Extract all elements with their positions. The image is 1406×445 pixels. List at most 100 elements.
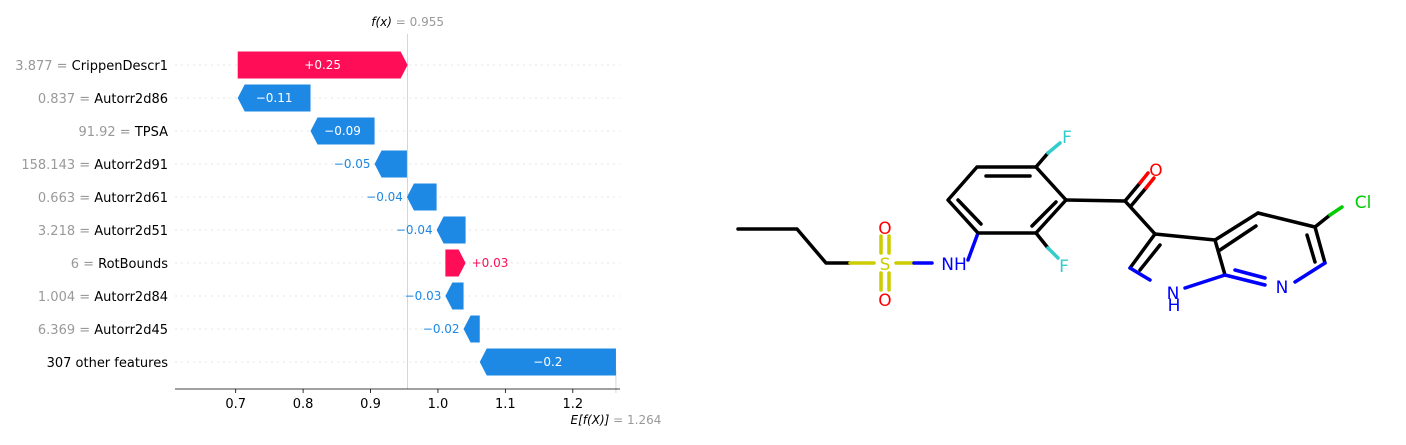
molecule-atoms: F F O O O S NH N H N Cl bbox=[878, 128, 1371, 316]
bar-value-label: −0.09 bbox=[324, 124, 361, 138]
feature-value: 3.877 = bbox=[15, 59, 71, 74]
waterfall-svg: +0.25 3.877 = CrippenDescr1 −0.11 0.837 = A… bbox=[15, 15, 662, 427]
carbonyl-pyrrole-bond bbox=[1123, 199, 1157, 236]
propyl-chain-bond bbox=[736, 227, 852, 265]
carbonyl-co-a bbox=[1123, 181, 1142, 203]
molecule-structure: F F O O O S NH N H N Cl bbox=[700, 0, 1406, 441]
x-tick-label: 1.0 bbox=[428, 397, 449, 412]
carbonyl-co-a-o bbox=[1138, 171, 1150, 185]
feature-value: 0.663 = bbox=[38, 191, 94, 206]
atom-f-top: F bbox=[1062, 128, 1072, 148]
waterfall-bar bbox=[310, 117, 375, 145]
pyrrole-n-c7a bbox=[1183, 273, 1227, 290]
feature-value: 6 = bbox=[71, 257, 98, 272]
atom-n-pyrrole: N bbox=[1167, 284, 1180, 304]
pyridine-double-3 bbox=[1233, 268, 1267, 280]
feature-name: Autorr2d84 bbox=[94, 290, 168, 305]
fx-label-name: f(x) bbox=[371, 15, 396, 29]
feature-label: 0.837 = Autorr2d86 bbox=[38, 92, 168, 107]
atom-o-sulfonyl-bottom: O bbox=[878, 291, 891, 311]
x-tick-label: 0.7 bbox=[225, 397, 246, 412]
atom-nh: NH bbox=[941, 255, 967, 275]
atom-h-pyrrole: H bbox=[1168, 296, 1181, 316]
bar-value-label: −0.02 bbox=[423, 322, 460, 336]
molecule-svg: F F O O O S NH N H N Cl bbox=[736, 128, 1371, 316]
feature-label: 3.218 = Autorr2d51 bbox=[38, 224, 168, 239]
feature-label: 6 = RotBounds bbox=[71, 257, 169, 272]
waterfall-bar bbox=[445, 249, 466, 277]
pyridine-c6-n bbox=[1293, 261, 1327, 284]
bar-value-label: −0.04 bbox=[396, 223, 433, 237]
pyridine-c5-c6 bbox=[1313, 225, 1327, 265]
feature-name: RotBounds bbox=[98, 257, 168, 272]
feature-name: Autorr2d45 bbox=[94, 323, 168, 338]
benzene-double-3 bbox=[956, 198, 983, 226]
ring-f1-bond-f bbox=[1046, 141, 1062, 155]
feature-name: 307 other features bbox=[47, 356, 169, 371]
feature-value: 158.143 = bbox=[21, 158, 94, 173]
ring-carbonyl-bond bbox=[1064, 198, 1127, 203]
pyridine-cl-bond-cl bbox=[1328, 205, 1344, 217]
waterfall-bar bbox=[436, 216, 466, 244]
feature-value: 91.92 = bbox=[78, 125, 134, 140]
bar-value-label: −0.03 bbox=[405, 289, 442, 303]
ex-label-value: = 1.264 bbox=[613, 413, 661, 427]
feature-value: 6.369 = bbox=[38, 323, 94, 338]
pyridine-double-1 bbox=[1218, 224, 1258, 252]
feature-label: 91.92 = TPSA bbox=[78, 125, 168, 140]
x-tick-label: 0.9 bbox=[360, 397, 381, 412]
bar-value-label: +0.03 bbox=[472, 256, 509, 270]
feature-value: 1.004 = bbox=[38, 290, 94, 305]
waterfall-bar bbox=[237, 84, 311, 112]
nh-ring-bond bbox=[966, 231, 980, 262]
pyridine-cl-bond bbox=[1313, 213, 1332, 229]
pyridine-n-c7a bbox=[1223, 273, 1267, 287]
feature-label: 6.369 = Autorr2d45 bbox=[38, 323, 168, 338]
feature-label: 1.004 = Autorr2d84 bbox=[38, 290, 168, 305]
feature-name: TPSA bbox=[134, 125, 168, 140]
x-tick-label: 1.2 bbox=[562, 397, 583, 412]
shap-waterfall-chart: +0.25 3.877 = CrippenDescr1 −0.11 0.837 = A… bbox=[0, 0, 700, 441]
waterfall-bar bbox=[406, 183, 437, 211]
feature-name: Autorr2d51 bbox=[94, 224, 168, 239]
waterfall-bar bbox=[479, 348, 616, 376]
feature-label: 307 other features bbox=[47, 356, 169, 371]
pyrrole-c2-n bbox=[1128, 266, 1152, 282]
pyrrole-c7a-c3a bbox=[1213, 238, 1227, 277]
pyridine-c3a-c4 bbox=[1213, 211, 1260, 242]
waterfall-bar bbox=[237, 51, 408, 79]
feature-name: Autorr2d86 bbox=[94, 92, 168, 107]
feature-name: Autorr2d91 bbox=[94, 158, 168, 173]
molecule-bonds bbox=[736, 141, 1344, 292]
carbonyl-co-b bbox=[1129, 186, 1148, 208]
x-tick-label: 0.8 bbox=[293, 397, 314, 412]
feature-label: 158.143 = Autorr2d91 bbox=[21, 158, 168, 173]
pyrrole-c3-c3a bbox=[1153, 232, 1217, 242]
atom-s: S bbox=[880, 255, 891, 275]
feature-value: 0.837 = bbox=[38, 92, 94, 107]
pyrrole-double bbox=[1138, 243, 1162, 272]
atom-n-pyridine: N bbox=[1276, 278, 1289, 298]
waterfall-bar bbox=[445, 282, 464, 310]
ring-f1-bond bbox=[1034, 151, 1050, 169]
atom-o-carbonyl: O bbox=[1149, 161, 1162, 181]
ring-f2-bond bbox=[1034, 231, 1050, 250]
benzene-double-2 bbox=[1030, 200, 1058, 228]
bar-value-label: −0.2 bbox=[533, 355, 562, 369]
atom-o-sulfonyl-top: O bbox=[878, 219, 891, 239]
ex-label: E[f(X)] = 1.264 bbox=[571, 413, 662, 427]
atom-cl: Cl bbox=[1355, 193, 1372, 213]
ex-label-name: E[f(X)] bbox=[571, 413, 614, 427]
pyridine-c4-c5 bbox=[1256, 211, 1317, 229]
waterfall-bar bbox=[374, 150, 407, 178]
feature-label: 3.877 = CrippenDescr1 bbox=[15, 59, 168, 74]
fx-label: f(x) = 0.955 bbox=[371, 15, 444, 29]
feature-name: CrippenDescr1 bbox=[72, 59, 168, 74]
carbonyl-co-b-o bbox=[1144, 176, 1156, 190]
ring-f2-bond-f bbox=[1046, 246, 1060, 260]
bar-value-label: −0.05 bbox=[334, 157, 371, 171]
feature-name: Autorr2d61 bbox=[94, 191, 168, 206]
atom-f-bottom: F bbox=[1059, 257, 1069, 277]
fx-label-value: = 0.955 bbox=[396, 15, 444, 29]
pyrrole-c3-c2 bbox=[1128, 232, 1157, 270]
